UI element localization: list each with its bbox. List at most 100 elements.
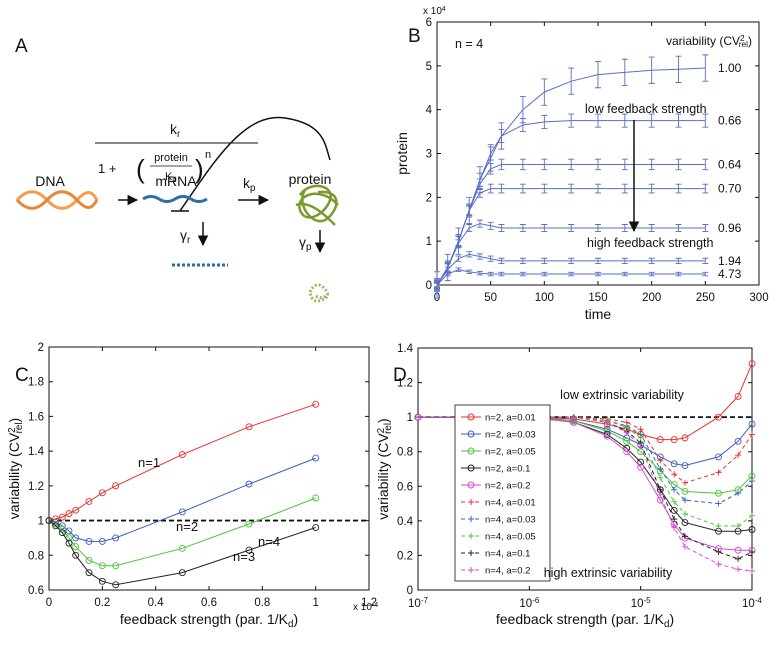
marker — [85, 569, 93, 577]
legend-title-part: 2 — [740, 33, 745, 43]
marker — [637, 463, 645, 471]
error-bar — [675, 55, 682, 83]
degraded-protein — [308, 283, 330, 303]
y-tick-label: 2 — [38, 342, 44, 354]
x-tick-base: 10 — [408, 598, 421, 610]
error-bar — [519, 271, 526, 277]
marker — [603, 432, 611, 440]
error-bar — [498, 158, 505, 171]
series-line — [418, 416, 753, 572]
error-bar — [595, 271, 601, 277]
error-bar — [519, 224, 526, 232]
marker — [735, 566, 742, 573]
series-label: n=2 — [176, 519, 198, 534]
error-bar — [675, 183, 682, 194]
marker — [65, 539, 73, 547]
legend-label: n=4, a=0.2 — [485, 566, 530, 577]
marker — [735, 555, 742, 562]
denominator-den: Kd — [165, 171, 177, 184]
x-tick-label: 300 — [749, 292, 768, 304]
marker — [85, 537, 93, 545]
x-tick-label: 250 — [696, 292, 715, 304]
y-axis-label-part: variability (CV — [375, 433, 391, 520]
marker — [312, 454, 320, 462]
y-tick-label: 3 — [426, 149, 432, 161]
error-bar — [595, 183, 601, 194]
protein-blob — [295, 184, 339, 226]
x-axis-label-part: ) — [293, 611, 298, 627]
y-tick-label: 0.8 — [28, 550, 44, 562]
error-bar — [702, 158, 709, 171]
error-bar — [621, 58, 628, 87]
error-bar — [568, 113, 575, 128]
legend-title-part: variability (CV — [666, 34, 740, 48]
error-bar — [568, 271, 575, 277]
error-bar — [702, 113, 709, 128]
marker — [735, 452, 742, 459]
error-bar — [466, 269, 473, 275]
x-tick-base: 10 — [631, 598, 644, 610]
x-tick-label: 10-5 — [631, 596, 651, 610]
series-label: 0.64 — [718, 157, 742, 171]
y-tick-label: 0 — [426, 280, 432, 292]
series-line — [418, 363, 753, 441]
x-tick-base: 10 — [519, 598, 532, 610]
marker — [670, 507, 678, 514]
legend-label: n=4, a=0.05 — [485, 532, 536, 543]
chart: C 0 0.2 0.4 0.6 0.8 1 1.2 0.6 0.8 1 1.2 1.4 1.6 1.8 2 fe… — [6, 342, 378, 630]
gp-label: γp — [299, 234, 312, 253]
error-bar — [466, 205, 473, 216]
y-axis-label-part: 2 — [376, 428, 387, 433]
error-bar — [541, 78, 548, 106]
series-label: n=1 — [138, 455, 160, 470]
y-tick-label: 5 — [426, 61, 432, 73]
legend-marker — [468, 516, 474, 522]
axis-multiplier-part: -4 — [372, 602, 378, 609]
axis-multiplier-part: 4 — [442, 6, 446, 13]
error-bar — [621, 113, 628, 128]
legend-title: variability (CV2 rel) — [666, 33, 752, 49]
marker — [112, 482, 120, 490]
marker — [570, 414, 577, 421]
legend-label: n=2, a=0.05 — [485, 447, 536, 458]
x-axis-label-part: d — [664, 619, 669, 630]
marker — [178, 569, 186, 577]
error-bar — [434, 282, 440, 288]
error-bar — [648, 224, 655, 232]
marker — [52, 522, 60, 530]
marker — [85, 557, 93, 564]
rate-numerator-part: k — [170, 121, 178, 137]
x-tick-label: 200 — [642, 292, 661, 304]
error-bar — [568, 257, 575, 264]
gr-label-part: r — [187, 235, 191, 246]
error-bar — [621, 224, 628, 232]
error-bar — [476, 188, 483, 198]
error-bar — [702, 271, 709, 277]
error-bar — [519, 117, 526, 133]
marker — [637, 458, 645, 466]
marker — [245, 480, 253, 488]
marker — [178, 451, 186, 459]
denominator-num: protein — [154, 152, 188, 164]
error-bar — [455, 239, 462, 248]
error-bar — [568, 224, 575, 232]
marker — [65, 527, 73, 535]
error-bar — [648, 56, 655, 84]
error-bar — [487, 183, 494, 194]
marker — [681, 434, 689, 442]
x-axis-label-part: feedback strength (par. 1/K — [496, 611, 665, 627]
marker — [681, 488, 689, 495]
marker — [681, 519, 689, 527]
denominator-den-part: d — [172, 175, 176, 184]
marker — [657, 466, 664, 472]
error-bar — [702, 224, 709, 232]
legend-label: n=4, a=0.03 — [485, 515, 536, 526]
x-tick-exp: -7 — [421, 596, 429, 605]
marker — [637, 443, 644, 450]
marker — [749, 431, 755, 438]
error-bar — [702, 183, 709, 194]
marker — [749, 567, 755, 574]
x-tick-base: 10 — [742, 598, 755, 610]
error-bar — [541, 158, 548, 171]
y-tick-label: 1.2 — [397, 378, 413, 390]
